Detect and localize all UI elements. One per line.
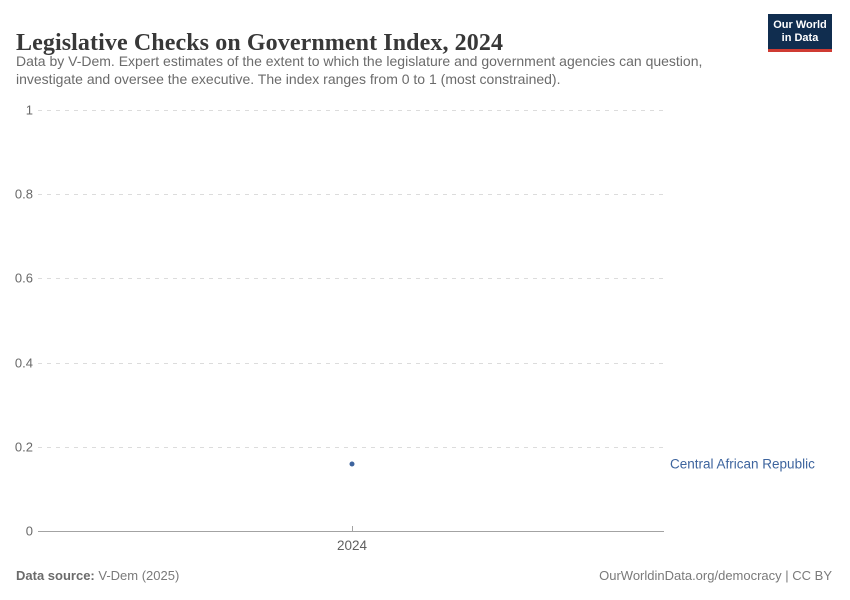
entity-label: Central African Republic <box>670 456 815 472</box>
data-point <box>349 461 355 467</box>
y-tick-label: 0 <box>25 523 33 539</box>
y-gridline <box>38 278 664 280</box>
chart-subtitle-line1: Data by V-Dem. Expert estimates of the e… <box>16 53 703 69</box>
y-gridline <box>38 110 664 111</box>
y-gridline <box>38 446 664 448</box>
chart-subtitle: Data by V-Dem. Expert estimates of the e… <box>16 52 756 88</box>
y-gridline <box>38 362 664 364</box>
data-source-note: Data source: V-Dem (2025) <box>16 568 179 583</box>
y-tick-label: 0.6 <box>14 270 33 286</box>
owid-logo-line1: Our World <box>773 18 827 31</box>
x-tick-label: 2024 <box>336 538 368 553</box>
y-tick-label: 0.2 <box>14 439 33 455</box>
x-axis-line <box>38 531 664 532</box>
data-source-label: Data source: <box>16 568 95 583</box>
chart-title: Legislative Checks on Government Index, … <box>16 30 504 57</box>
chart-subtitle-line2: investigate and oversee the executive. T… <box>16 71 561 87</box>
y-tick-label: 0.4 <box>14 355 33 371</box>
data-source-value: V-Dem (2025) <box>98 568 180 583</box>
y-tick-label: 1 <box>25 102 33 118</box>
chart-footer: Data source: V-Dem (2025) OurWorldinData… <box>16 568 832 583</box>
y-gridline <box>38 194 664 196</box>
owid-logo: Our World in Data <box>768 14 832 52</box>
credit-link[interactable]: OurWorldinData.org/democracy | CC BY <box>599 568 832 583</box>
y-tick-label: 0.8 <box>14 186 33 202</box>
owid-logo-line2: in Data <box>781 31 819 44</box>
x-tick-mark <box>352 526 353 531</box>
